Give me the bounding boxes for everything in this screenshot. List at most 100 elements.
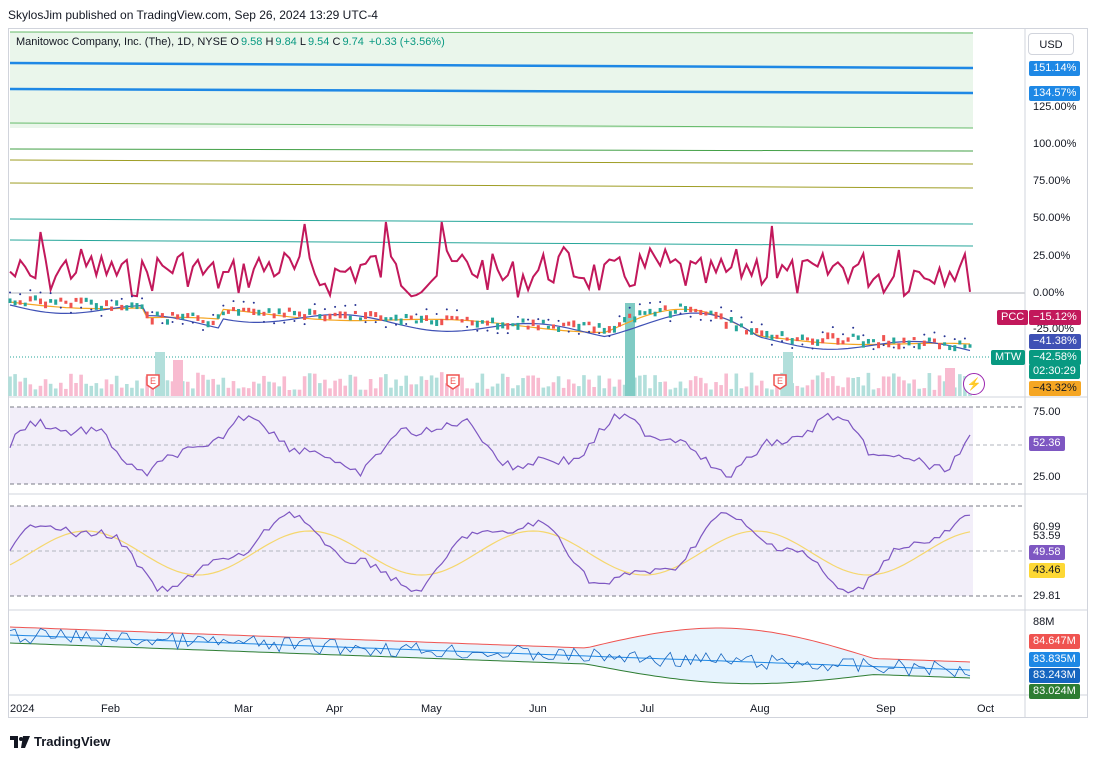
ma-blue-line[interactable] <box>9 304 971 352</box>
footer-brand[interactable]: TradingView <box>10 734 110 749</box>
open-key: O <box>230 36 239 48</box>
volume-bar <box>277 386 282 396</box>
volume-bar <box>500 373 505 396</box>
volume-bar <box>185 381 190 396</box>
candle <box>181 313 185 320</box>
pcc-line[interactable] <box>9 221 971 299</box>
orange-value-badge: −43.32% <box>1029 381 1081 396</box>
sar-dot <box>537 318 540 321</box>
volume-bar <box>191 388 195 396</box>
volume-bar <box>942 381 947 396</box>
candle <box>74 297 78 302</box>
candle <box>430 320 434 325</box>
volume-bar <box>140 388 144 396</box>
candle <box>404 313 408 319</box>
sar-dot <box>801 343 804 346</box>
candle <box>171 312 175 316</box>
sar-dot <box>435 313 438 316</box>
band-mid-line[interactable] <box>9 634 971 671</box>
volume-bar <box>673 387 678 396</box>
price-axis-label: 100.00% <box>1033 138 1077 150</box>
volume-bar <box>587 379 591 396</box>
candle <box>105 300 109 307</box>
level-line-151[interactable] <box>9 61 974 70</box>
candle <box>445 315 449 321</box>
volume-bar <box>434 377 439 396</box>
volume-bar <box>338 378 342 396</box>
band-price-line[interactable] <box>9 627 971 678</box>
sar-dot <box>476 329 479 332</box>
publish-header: SkylosJim published on TradingView.com, … <box>8 8 378 22</box>
candle <box>618 322 622 327</box>
earnings-icon[interactable]: E <box>146 374 160 390</box>
candle <box>206 321 210 328</box>
volume-bar <box>216 384 221 396</box>
candle <box>328 313 332 320</box>
candle <box>211 320 215 326</box>
volume-bar <box>653 375 657 396</box>
volume-bar <box>744 386 749 396</box>
sar-dot <box>730 310 733 313</box>
volume-bar <box>353 376 358 396</box>
volume-bar <box>683 388 688 396</box>
volume-bar <box>465 388 469 396</box>
candle <box>739 323 743 328</box>
band-lower-line[interactable] <box>9 642 971 685</box>
candle <box>252 308 256 315</box>
sar-dot <box>171 321 174 324</box>
sar-dot <box>618 315 621 318</box>
volume-bar <box>516 385 520 396</box>
volume-bar <box>902 380 906 396</box>
candle <box>826 332 830 340</box>
sar-dot <box>933 331 936 334</box>
candle <box>115 300 119 306</box>
candle <box>765 330 769 338</box>
sar-dot <box>699 318 702 321</box>
green-zone <box>10 32 973 128</box>
sar-dot <box>750 321 753 324</box>
volume-bar <box>28 384 33 396</box>
band-upper-badge: 84.647M <box>1029 634 1080 649</box>
sar-dot <box>709 319 712 322</box>
earnings-icon[interactable]: E <box>773 374 787 390</box>
currency-selector[interactable]: USD <box>1028 33 1074 55</box>
sar-dot <box>222 304 225 307</box>
candle <box>491 317 495 324</box>
sar-dot <box>273 322 276 325</box>
candle <box>140 304 144 309</box>
volume-bar <box>74 382 78 396</box>
tradingview-logo-icon <box>10 735 30 748</box>
volume-bar <box>328 388 332 396</box>
rsi-line[interactable] <box>9 412 971 478</box>
candle <box>353 310 357 314</box>
volume-bar <box>145 376 149 396</box>
sar-dot <box>567 330 570 333</box>
volume-bar <box>556 376 561 396</box>
candle <box>541 319 545 324</box>
chart-frame[interactable] <box>8 28 1088 718</box>
volume-bar <box>729 388 734 396</box>
lightning-icon[interactable]: ⚡ <box>963 373 985 395</box>
candle <box>425 315 429 322</box>
candle <box>23 302 27 307</box>
volume-bar <box>531 375 535 396</box>
candle <box>729 317 733 323</box>
volume-bar <box>196 372 200 396</box>
sar-dot <box>415 313 418 316</box>
candles[interactable] <box>8 295 972 352</box>
chart-legend[interactable]: Manitowoc Company, Inc. (The), 1D, NYSE … <box>16 36 445 48</box>
candle <box>496 323 500 330</box>
candle <box>795 337 799 342</box>
osc-line[interactable] <box>9 511 971 594</box>
osc-signal-line[interactable] <box>9 530 971 576</box>
sar-dot <box>811 347 814 350</box>
candle <box>160 313 164 318</box>
candle <box>196 315 200 321</box>
earnings-icon[interactable]: E <box>446 374 460 390</box>
sar-dot <box>110 299 113 302</box>
rsi-axis-top: 75.00 <box>1033 406 1061 418</box>
level-line-134[interactable] <box>9 87 974 95</box>
band-upper-line[interactable] <box>9 626 971 663</box>
volume-bar <box>439 372 444 396</box>
